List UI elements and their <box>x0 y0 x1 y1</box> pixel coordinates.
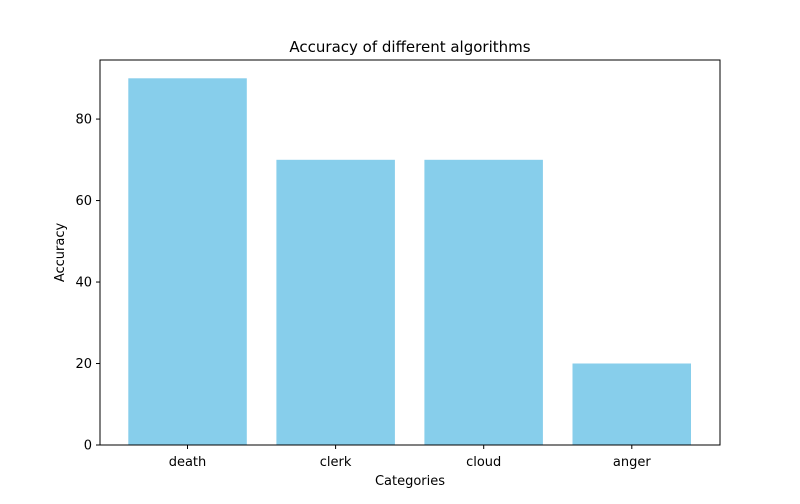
y-axis: 0 20 40 60 80 <box>75 113 100 454</box>
bar-anger <box>572 363 691 445</box>
bar-cloud <box>424 159 543 446</box>
x-axis-label: Categories <box>375 474 445 489</box>
y-tick-label-0: 0 <box>84 439 92 454</box>
bar-death <box>128 78 247 446</box>
x-tick-label-anger: anger <box>613 455 651 470</box>
x-axis: death clerk cloud anger <box>169 445 651 470</box>
plot-area <box>128 78 691 446</box>
x-tick-label-cloud: cloud <box>466 455 501 470</box>
x-tick-label-death: death <box>169 455 207 470</box>
plot-frame <box>99 59 721 446</box>
chart-title: Accuracy of different algorithms <box>289 38 530 56</box>
y-axis-label: Accuracy <box>53 223 68 283</box>
y-tick-label-20: 20 <box>75 357 92 372</box>
y-tick-label-80: 80 <box>75 113 92 128</box>
x-tick-label-clerk: clerk <box>320 455 352 470</box>
y-tick-label-60: 60 <box>75 194 92 209</box>
bar-clerk <box>276 159 395 446</box>
y-tick-label-40: 40 <box>75 276 92 291</box>
